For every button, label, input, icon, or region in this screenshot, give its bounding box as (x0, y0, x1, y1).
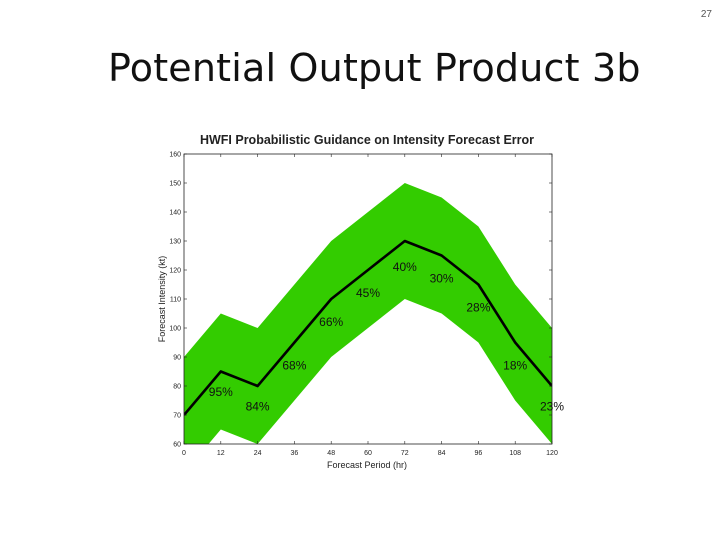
x-axis-label: Forecast Period (hr) (327, 460, 407, 470)
probability-label: 68% (282, 359, 306, 373)
y-tick-label: 110 (170, 297, 181, 304)
x-tick-label: 96 (475, 450, 483, 457)
y-tick-label: 160 (169, 152, 181, 159)
probability-label: 95% (209, 385, 233, 399)
x-tick-label: 12 (217, 450, 225, 457)
probability-label: 30% (430, 272, 454, 286)
page-number: 27 (700, 9, 712, 20)
x-tick-label: 24 (254, 450, 262, 457)
x-tick-label: 48 (327, 450, 335, 457)
uncertainty-band (184, 183, 552, 444)
y-axis-label: Forecast Intensity (kt) (157, 256, 167, 343)
y-tick-label: 100 (169, 326, 181, 333)
x-tick-label: 120 (546, 450, 558, 457)
y-tick-label: 70 (173, 413, 181, 420)
y-tick-label: 150 (169, 181, 181, 188)
x-tick-label: 108 (509, 450, 521, 457)
y-tick-label: 120 (169, 268, 181, 275)
y-tick-label: 90 (173, 355, 181, 362)
probability-label: 18% (503, 359, 527, 373)
y-tick-label: 140 (169, 210, 181, 217)
probability-label: 66% (319, 315, 343, 329)
probability-label: 28% (466, 301, 490, 315)
y-tick-label: 130 (169, 239, 181, 246)
x-tick-label: 84 (438, 450, 446, 457)
slide-title: Potential Output Product 3b (108, 46, 641, 90)
y-tick-label: 80 (173, 384, 181, 391)
x-tick-label: 0 (182, 450, 186, 457)
probability-label: 23% (540, 399, 564, 413)
x-tick-label: 36 (291, 450, 299, 457)
probability-label: 45% (356, 286, 380, 300)
plot-area: 0 12 24 36 48 60 72 84 96 108 120 60 70 80 90 100 110 120… (169, 152, 564, 458)
probability-label: 40% (393, 260, 417, 274)
x-tick-label: 72 (401, 450, 409, 457)
probability-label: 84% (246, 399, 270, 413)
y-tick-label: 60 (173, 442, 181, 449)
x-tick-label: 60 (364, 450, 372, 457)
chart-title: HWFI Probabilistic Guidance on Intensity… (200, 133, 534, 147)
forecast-line (184, 239, 552, 416)
